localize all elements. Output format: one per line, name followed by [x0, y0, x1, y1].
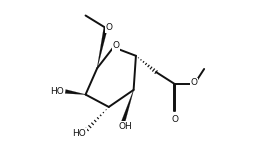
Polygon shape — [121, 90, 134, 124]
Polygon shape — [65, 89, 86, 95]
Text: HO: HO — [73, 129, 86, 138]
Text: O: O — [171, 115, 178, 124]
Text: HO: HO — [50, 87, 64, 96]
Polygon shape — [97, 27, 108, 68]
Text: O: O — [191, 78, 198, 87]
Text: OH: OH — [119, 122, 132, 131]
Text: O: O — [113, 41, 120, 50]
Text: O: O — [106, 23, 112, 32]
